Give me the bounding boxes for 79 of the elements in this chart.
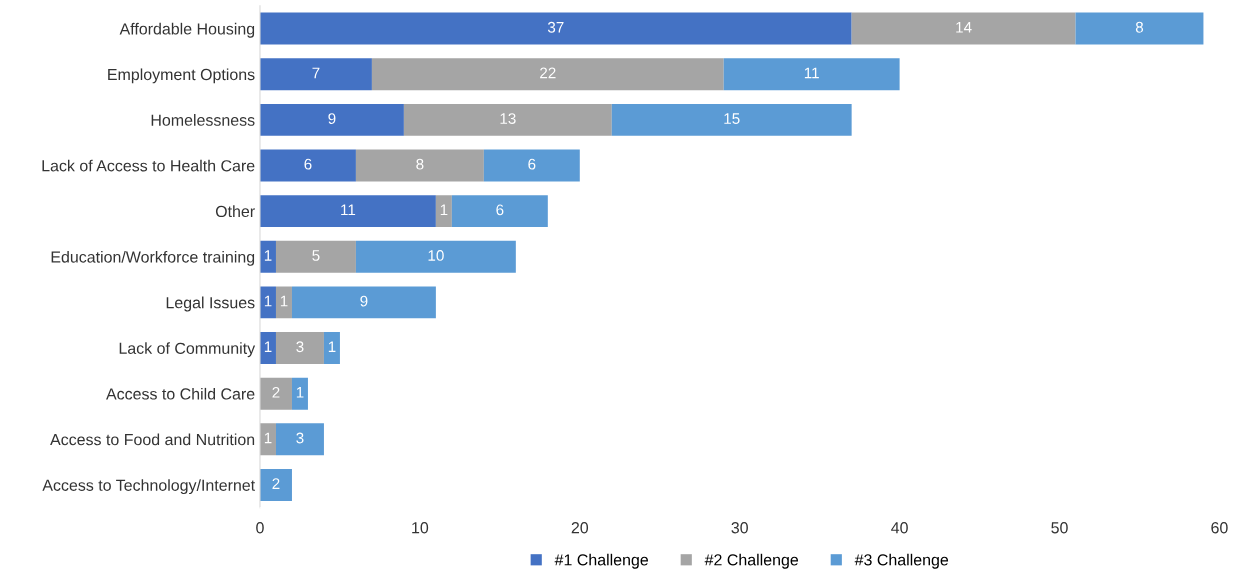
data-label: 37 [547, 21, 564, 33]
data-label: 1 [296, 387, 304, 398]
data-label: 14 [956, 22, 972, 33]
y-tick-label: Access to Child Care [106, 387, 255, 400]
bar [275, 240, 356, 273]
data-label: 10 [428, 250, 444, 261]
data-label: 1 [264, 341, 272, 352]
data-label: 13 [500, 113, 516, 124]
data-label: 22 [540, 67, 556, 79]
bar [483, 149, 580, 182]
data-label: 3 [296, 432, 304, 444]
bar [371, 58, 724, 91]
y-tick-label: Legal Issues [166, 296, 255, 312]
data-label: 1 [328, 341, 336, 352]
bar [291, 377, 308, 410]
data-label: 7 [312, 67, 320, 79]
bar [611, 103, 852, 136]
data-label: 3 [296, 341, 304, 353]
bar [851, 12, 1076, 45]
bar [291, 286, 436, 319]
x-tick-label: 20 [571, 522, 589, 534]
x-tick-label: 10 [412, 522, 429, 534]
bar [259, 12, 852, 45]
data-label: 2 [272, 386, 280, 398]
data-label: 11 [804, 67, 819, 79]
bar [259, 377, 292, 410]
data-label: 6 [304, 158, 312, 170]
y-tick-label: Affordable Housing [119, 22, 255, 38]
bar [259, 195, 436, 228]
y-tick-label: Employment Options [108, 68, 255, 84]
bar [259, 423, 276, 456]
data-label: 8 [416, 158, 424, 170]
data-label: 6 [528, 158, 536, 170]
y-tick-label: Education/Workforce training [51, 250, 255, 266]
bar [451, 195, 548, 228]
bar [259, 468, 292, 501]
data-label: 11 [341, 204, 356, 216]
data-label: 8 [1135, 21, 1144, 33]
bar [259, 103, 404, 136]
bar [1075, 12, 1204, 45]
data-label: 2 [272, 478, 280, 489]
bar [275, 332, 324, 365]
legend-label: #1 Challenge [554, 553, 649, 569]
bar [259, 332, 276, 365]
bar [355, 149, 484, 182]
x-tick-label: 50 [1051, 522, 1068, 534]
x-tick-label: 40 [891, 522, 908, 534]
data-label: 9 [360, 295, 368, 307]
data-label: 5 [312, 250, 320, 261]
bar [403, 103, 612, 136]
bar [275, 423, 324, 456]
data-label: 1 [440, 204, 448, 216]
bar [259, 58, 372, 91]
bar [723, 58, 900, 91]
x-tick-label: 0 [256, 522, 264, 534]
data-label: 1 [280, 295, 288, 307]
legend-label: #2 Challenge [704, 553, 799, 569]
bar [259, 149, 356, 182]
y-tick-label: Homelessness [151, 114, 255, 126]
data-label: 1 [264, 432, 272, 444]
x-tick-label: 60 [1211, 522, 1228, 534]
bar [259, 240, 276, 273]
data-label: 1 [264, 250, 272, 261]
y-tick-label: Access to Technology/Internet [42, 479, 256, 495]
legend-label: #3 Challenge [854, 553, 949, 569]
y-tick-label: Other [215, 205, 255, 218]
y-tick-label: Lack of Access to Health Care [42, 159, 255, 172]
data-label: 6 [496, 204, 504, 216]
data-label: 15 [724, 113, 740, 124]
bar [355, 240, 516, 273]
bar [275, 286, 292, 319]
bar [323, 332, 340, 365]
y-tick-label: Lack of Community [119, 342, 256, 358]
bar [435, 195, 452, 228]
data-label: 1 [264, 295, 272, 307]
y-tick-label: Access to Food and Nutrition [50, 433, 255, 446]
data-label: 9 [328, 113, 336, 124]
x-tick-label: 30 [731, 522, 748, 534]
bar [259, 286, 276, 319]
